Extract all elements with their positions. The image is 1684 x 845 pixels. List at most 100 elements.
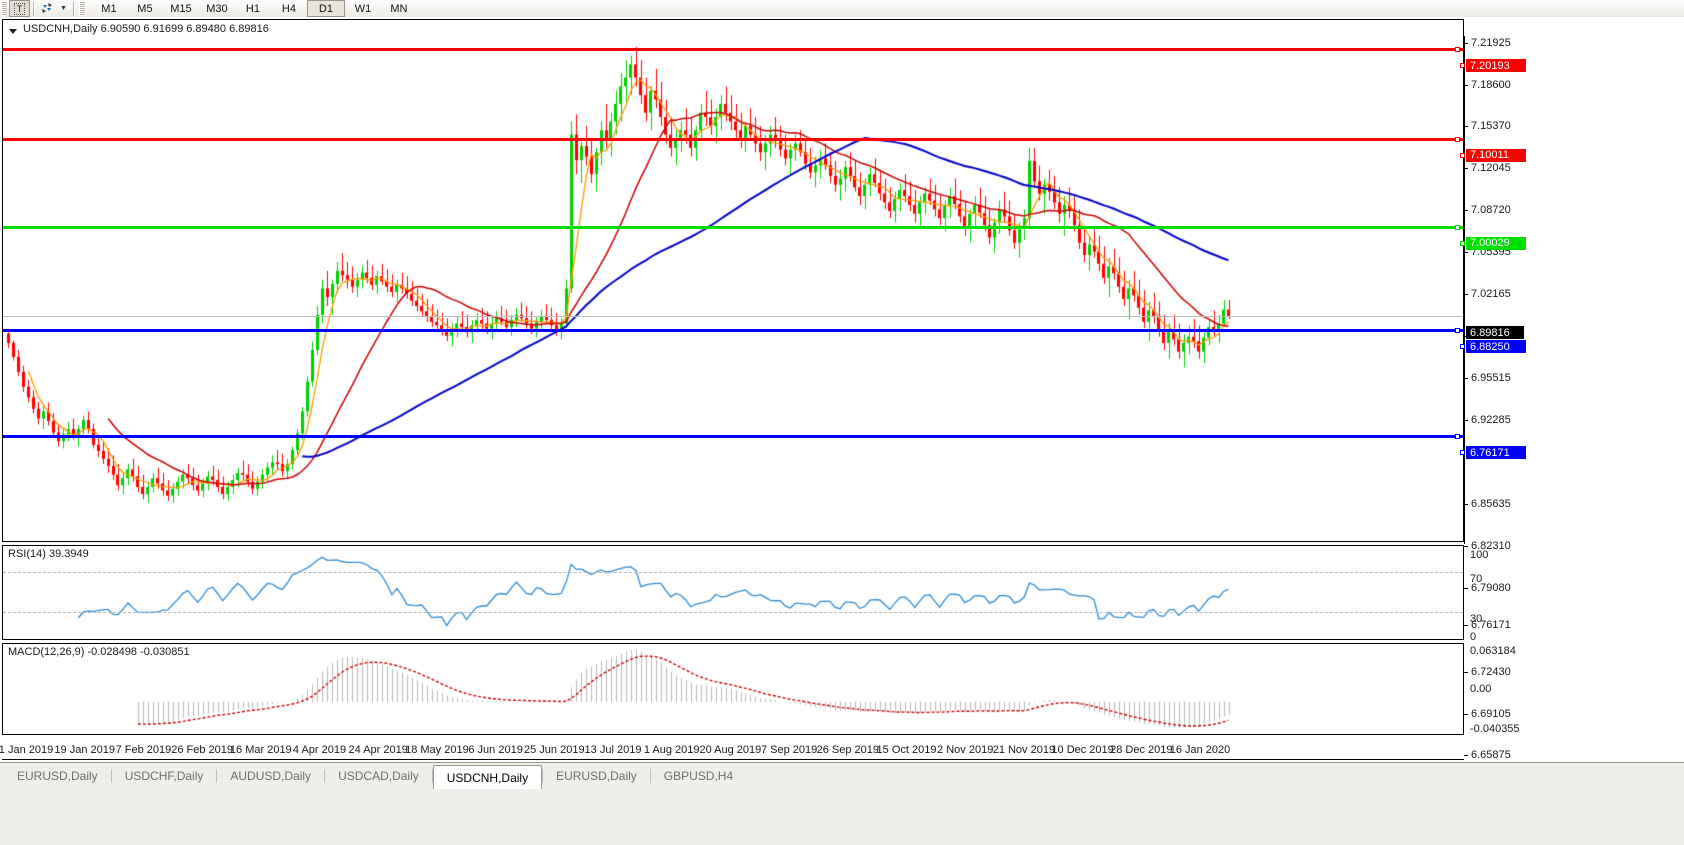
level-line-resistance-upper[interactable] <box>3 48 1463 52</box>
tag-handle[interactable] <box>1460 63 1465 69</box>
macd-pane[interactable]: MACD(12,26,9) -0.028498 -0.030851 <box>2 643 1464 735</box>
tag-handle[interactable] <box>1460 344 1465 350</box>
price-tick: 7.18600 <box>1464 79 1511 91</box>
tick-mark <box>1464 293 1468 295</box>
tick-label: 7.08720 <box>1471 203 1511 216</box>
chart-menu-triangle-icon[interactable] <box>9 29 17 34</box>
tick-label: 6.69105 <box>1471 707 1511 720</box>
price-tag-last-price[interactable]: 6.89816 <box>1466 326 1524 340</box>
level-handle-resistance-lower[interactable] <box>1455 136 1460 142</box>
tick-mark <box>1464 419 1468 421</box>
timeframe-m1[interactable]: M1 <box>101 2 117 15</box>
tab-usdchf-daily[interactable]: USDCHF,Daily <box>124 769 204 783</box>
macd-tick-2: -0.040355 <box>1470 723 1520 735</box>
timeframe-w1[interactable]: W1 <box>354 2 372 15</box>
price-tick: 6.92285 <box>1464 414 1511 426</box>
level-handle-pivot-green[interactable] <box>1455 224 1460 230</box>
date-label: 1 Jan 2019 <box>0 744 54 756</box>
level-line-resistance-lower[interactable] <box>3 137 1463 141</box>
date-label: 24 Apr 2019 <box>348 744 408 756</box>
price-tag-support-upper[interactable]: 6.88250 <box>1466 340 1526 354</box>
rsi-tick-0: 0 <box>1470 631 1477 643</box>
tick-mark <box>1464 377 1468 379</box>
price-tick: 7.05395 <box>1464 246 1511 258</box>
date-label: 7 Sep 2019 <box>760 744 818 756</box>
rsi-tick-100: 100 <box>1470 549 1489 561</box>
tick-label: 7.05395 <box>1471 245 1511 258</box>
level-handle-resistance-upper[interactable] <box>1455 47 1460 53</box>
toolbar-grip-1[interactable] <box>1 1 7 16</box>
rsi-tick-30: 30 <box>1470 613 1483 625</box>
tick-mark <box>1464 545 1468 547</box>
price-tag-resistance-lower[interactable]: 7.10011 <box>1466 148 1526 162</box>
tag-handle[interactable] <box>1460 240 1465 246</box>
price-tick: 6.76171 <box>1464 619 1511 631</box>
tag-handle[interactable] <box>1460 152 1465 158</box>
timeframe-m15[interactable]: M15 <box>170 2 192 15</box>
tick-label: 6.82310 <box>1471 539 1511 552</box>
rsi-pane[interactable]: RSI(14) 39.3949 <box>2 545 1464 640</box>
price-tick: 6.95515 <box>1464 372 1511 384</box>
date-axis: 1 Jan 2019 19 Jan 2019 7 Feb 2019 26 Feb 20… <box>0 744 1684 760</box>
text-tool-icon[interactable]: T <box>9 0 30 17</box>
toolbar-grip-2[interactable] <box>78 1 85 16</box>
tick-label: 7.21925 <box>1471 36 1511 49</box>
price-tick: 7.15370 <box>1464 120 1511 132</box>
tick-mark <box>1464 503 1468 505</box>
price-tag-resistance-upper[interactable]: 7.20193 <box>1466 59 1526 73</box>
tick-label: 6.85635 <box>1471 497 1511 510</box>
level-handle-support-lower[interactable] <box>1455 434 1460 440</box>
price-tick: 6.65875 <box>1464 749 1511 761</box>
price-tick: 6.79080 <box>1464 582 1511 594</box>
level-handle-support-upper[interactable] <box>1455 328 1460 334</box>
tick-mark <box>1464 624 1468 626</box>
tab-eurusd-daily[interactable]: EURUSD,Daily <box>17 769 98 783</box>
level-line-pivot-green[interactable] <box>3 225 1463 229</box>
tab-eurusd-daily[interactable]: EURUSD,Daily <box>556 769 637 783</box>
tick-label: 7.15370 <box>1471 119 1511 132</box>
date-label: 6 Jun 2019 <box>468 744 523 756</box>
tab-separator <box>216 769 218 783</box>
tag-handle[interactable] <box>1460 450 1465 456</box>
price-tick: 6.72430 <box>1464 666 1511 678</box>
chart-tabbar: EURUSD,Daily USDCHF,Daily AUDUSD,Daily USDC… <box>0 762 1684 845</box>
tab-usdcnh-daily[interactable]: USDCNH,Daily <box>432 765 543 789</box>
tick-label: 7.02165 <box>1471 287 1511 300</box>
timeframe-mn[interactable]: MN <box>390 2 408 15</box>
tab-gbpusd-h4[interactable]: GBPUSD,H4 <box>663 769 734 783</box>
toolbar-separator-1 <box>33 1 35 16</box>
chart-area[interactable]: USDCNH,Daily 6.90590 6.91699 6.89480 6.8… <box>0 17 1684 760</box>
indicators-icon[interactable] <box>38 1 57 16</box>
price-tick: 6.82310 <box>1464 540 1511 552</box>
level-line-support-upper[interactable] <box>3 329 1463 333</box>
tab-usdcad-daily[interactable]: USDCAD,Daily <box>338 769 419 783</box>
tab-separator <box>542 769 544 783</box>
timeframe-d1[interactable]: D1 <box>306 0 345 17</box>
tick-label: 7.12045 <box>1471 161 1511 174</box>
tick-label: 6.95515 <box>1471 371 1511 384</box>
date-label: 26 Feb 2019 <box>171 744 233 756</box>
date-label: 13 Jul 2019 <box>584 744 642 756</box>
level-line-support-lower[interactable] <box>3 435 1463 439</box>
tick-mark <box>1464 167 1468 169</box>
tab-audusd-daily[interactable]: AUDUSD,Daily <box>230 769 312 783</box>
timeframe-m5[interactable]: M5 <box>137 2 153 15</box>
timeframe-h1[interactable]: H1 <box>245 2 260 15</box>
tab-separator <box>431 769 433 783</box>
timeframe-h4[interactable]: H4 <box>281 2 296 15</box>
price-scale[interactable]: 7.21925 7.18600 7.15370 7.12045 7.08720 7.053… <box>1460 36 1684 760</box>
date-label: 18 May 2019 <box>405 744 469 756</box>
tab-separator <box>649 769 651 783</box>
price-tag-support-lower[interactable]: 6.76171 <box>1466 446 1526 460</box>
rsi-level-30 <box>3 612 1463 613</box>
timeframe-m30[interactable]: M30 <box>206 2 228 15</box>
date-axis-rule <box>2 759 1464 760</box>
date-label: 28 Dec 2019 <box>1110 744 1173 756</box>
date-label: 1 Aug 2019 <box>643 744 700 756</box>
chart-header-label: USDCNH,Daily 6.90590 6.91699 6.89480 6.8… <box>23 23 269 35</box>
price-tag-pivot-green[interactable]: 7.00029 <box>1466 236 1526 250</box>
price-pane[interactable]: USDCNH,Daily 6.90590 6.91699 6.89480 6.8… <box>2 19 1464 542</box>
macd-label: MACD(12,26,9) -0.028498 -0.030851 <box>8 646 190 658</box>
indicators-dropdown-caret-icon[interactable]: ▼ <box>60 5 67 12</box>
date-label: 10 Dec 2019 <box>1051 744 1114 756</box>
